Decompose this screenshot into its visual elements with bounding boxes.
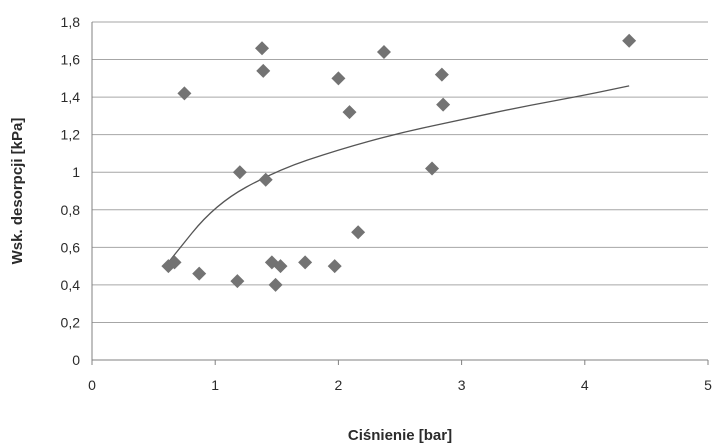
x-tick-label: 5: [704, 377, 712, 393]
y-tick-label: 1,8: [61, 14, 81, 30]
data-point: [434, 67, 449, 82]
y-tick-label: 0,8: [61, 202, 81, 218]
data-point: [268, 277, 283, 292]
x-tick-label: 2: [335, 377, 343, 393]
data-point: [192, 266, 207, 281]
y-tick-label: 0: [72, 352, 80, 368]
axes: [91, 22, 709, 365]
gridlines: [92, 21, 708, 323]
data-point: [351, 225, 366, 240]
y-tick-label: 0,4: [61, 277, 81, 293]
y-axis-title: Wsk. desorpcji [kPa]: [9, 118, 26, 265]
data-point: [232, 165, 247, 180]
trendline-group: [167, 85, 630, 263]
data-point: [342, 105, 357, 120]
y-tick-label: 1,4: [61, 89, 81, 105]
data-points: [161, 33, 637, 292]
data-point: [331, 71, 346, 86]
y-tick-label: 1,2: [61, 127, 81, 143]
y-tick-label: 0,6: [61, 239, 81, 255]
data-point: [177, 86, 192, 101]
y-tick-label: 0,2: [61, 314, 81, 330]
data-point: [436, 97, 451, 112]
data-point: [273, 259, 288, 274]
data-point: [230, 274, 245, 289]
y-tick-label: 1,6: [61, 52, 81, 68]
data-point: [258, 172, 273, 187]
x-tick-label: 0: [88, 377, 96, 393]
data-point: [425, 161, 440, 176]
x-tick-label: 4: [581, 377, 589, 393]
data-point: [167, 255, 182, 270]
data-point: [622, 33, 637, 48]
y-tick-label: 1: [72, 164, 80, 180]
x-tick-label: 3: [458, 377, 466, 393]
tick-labels: 0 0,2 0,4 0,6 0,8 1 1,2 1,4 1,6 1,8 0 1 2 3 4 5: [61, 14, 713, 393]
x-tick-label: 1: [211, 377, 219, 393]
data-point: [376, 45, 391, 60]
x-axis-title: Ciśnienie [bar]: [348, 427, 452, 444]
data-point: [298, 255, 313, 270]
data-point: [256, 63, 271, 78]
trendline: [167, 85, 630, 263]
data-point: [327, 259, 342, 274]
data-point: [255, 41, 270, 56]
